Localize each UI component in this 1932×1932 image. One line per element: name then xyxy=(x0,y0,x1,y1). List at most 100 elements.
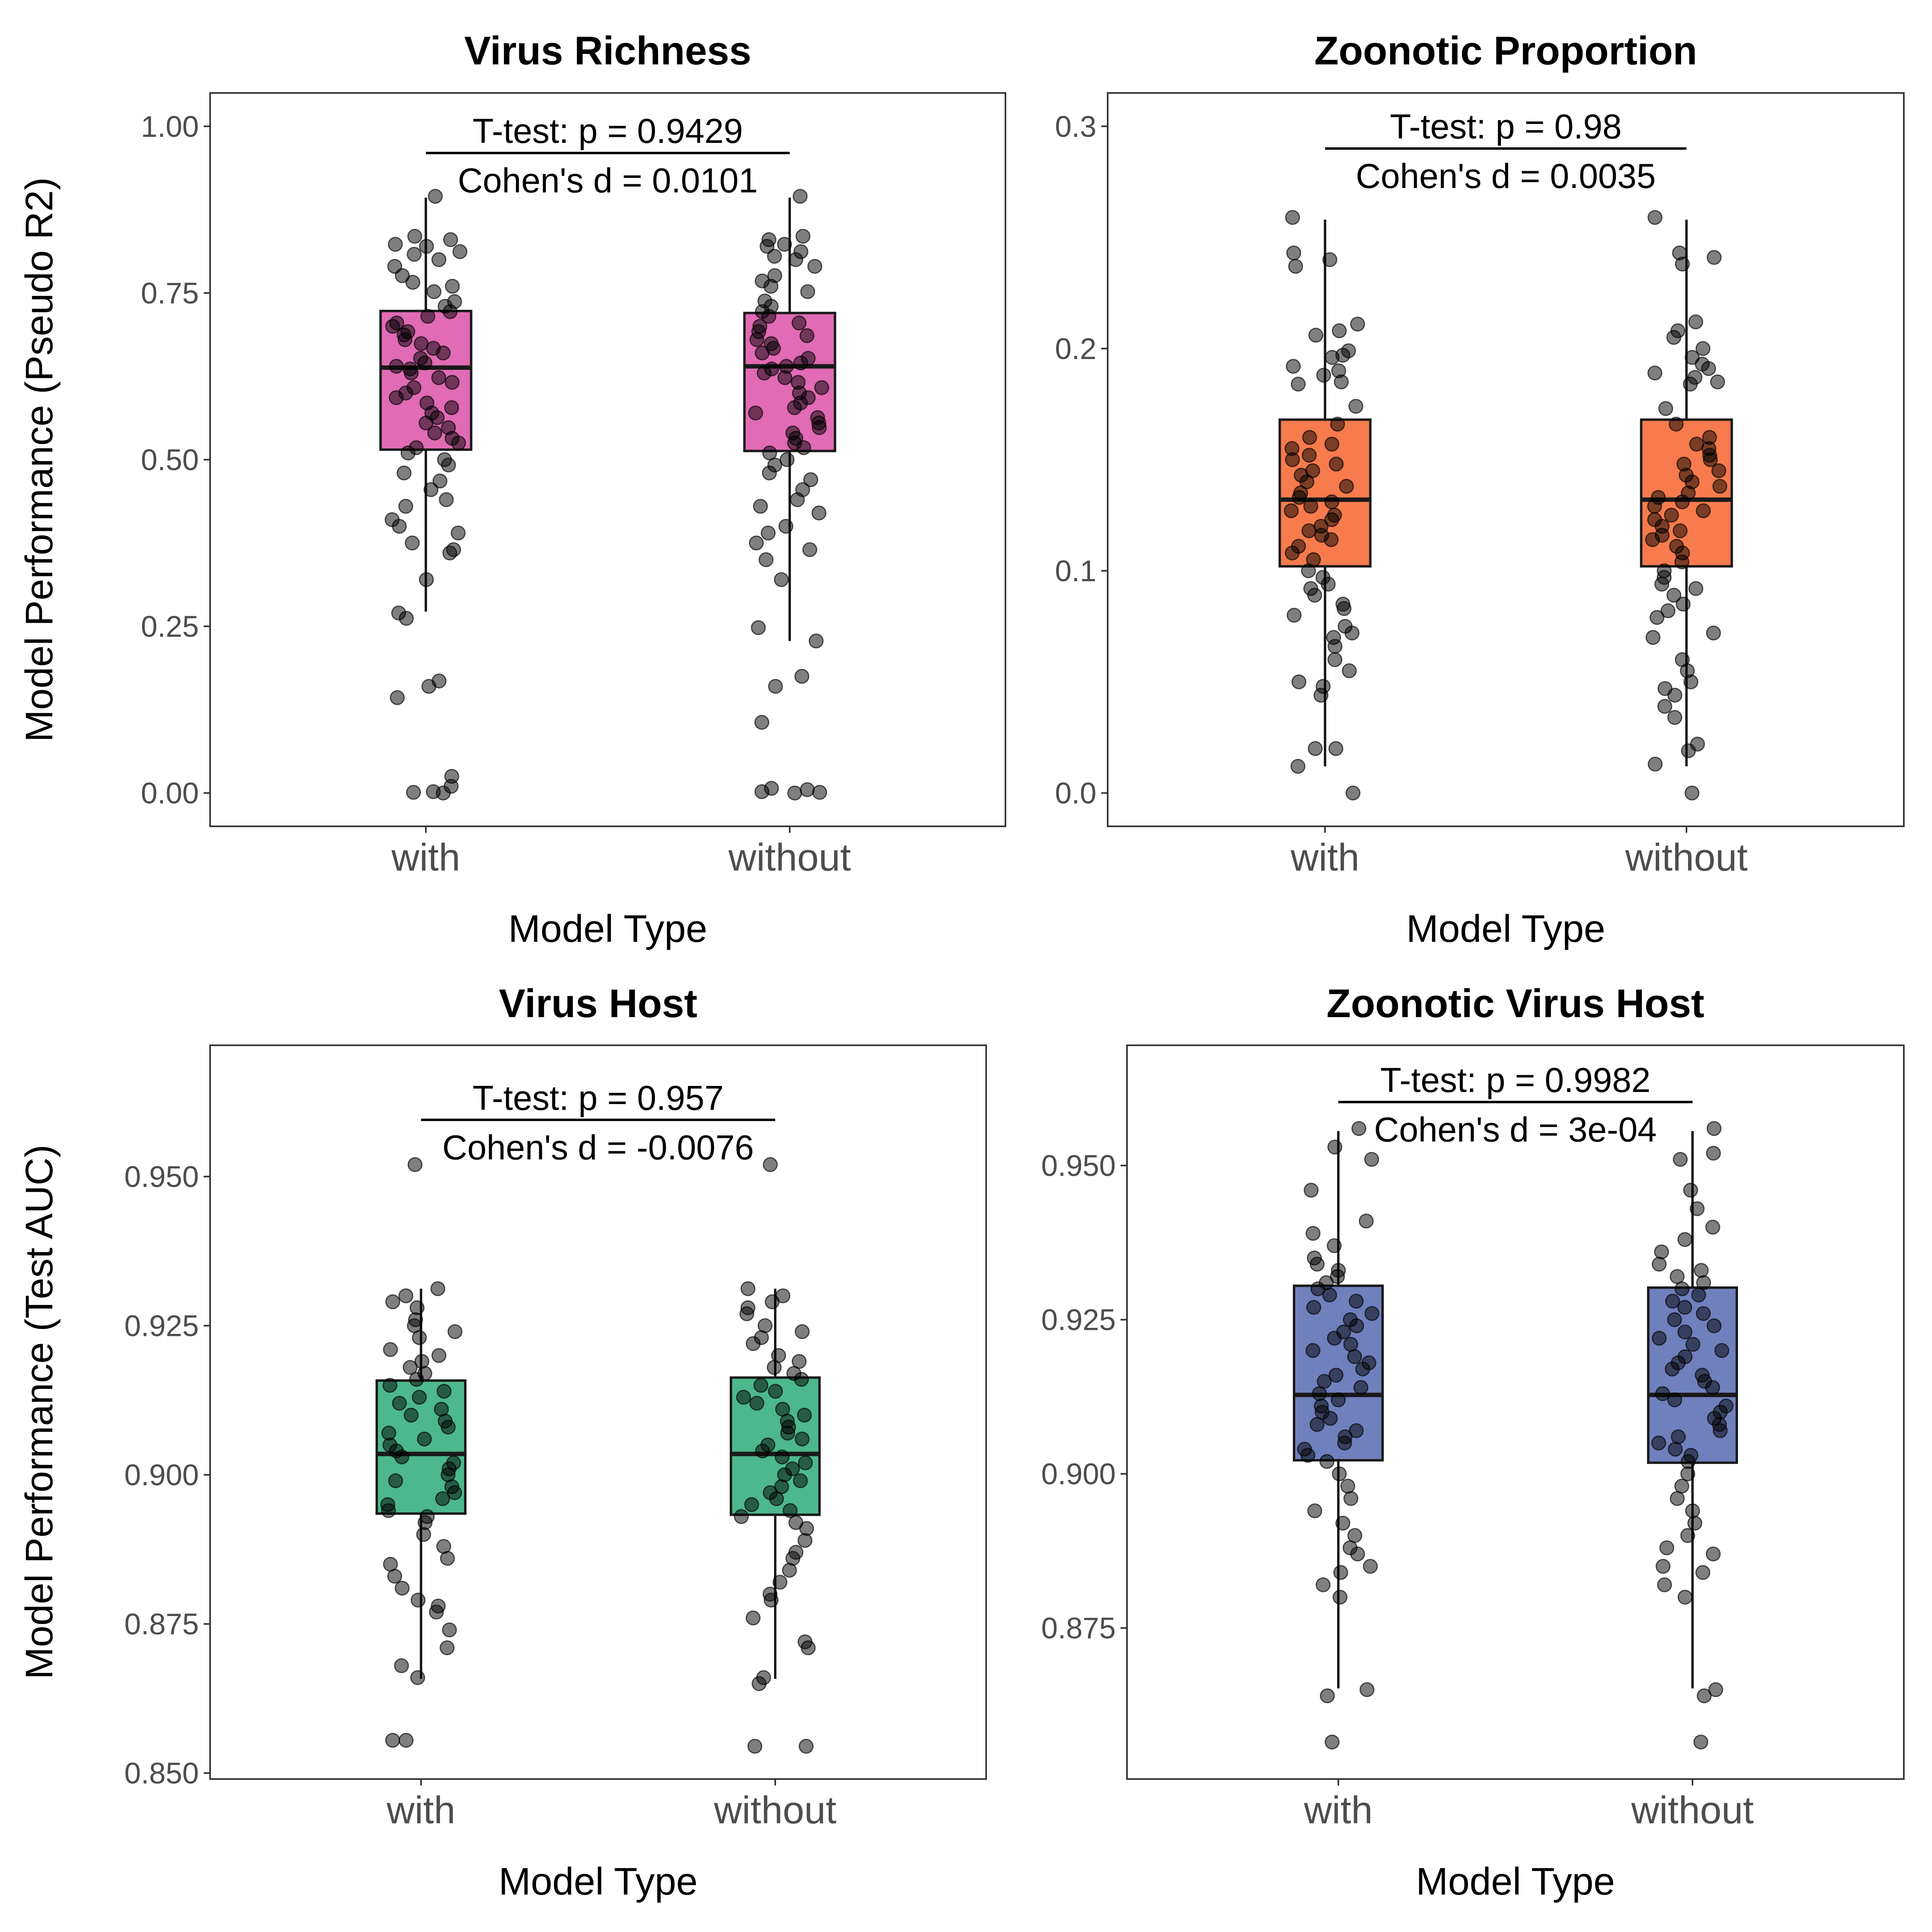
data-point xyxy=(1657,699,1672,714)
data-point xyxy=(745,1610,761,1626)
data-point xyxy=(1680,1454,1696,1469)
y-tick-label: 0.875 xyxy=(124,1608,199,1641)
points-without xyxy=(748,189,830,801)
data-point xyxy=(407,247,422,262)
data-point xyxy=(1343,1337,1358,1352)
points-with xyxy=(1284,210,1365,801)
data-point xyxy=(774,1449,790,1465)
data-point xyxy=(1305,1226,1321,1241)
data-point xyxy=(1707,1121,1721,1136)
data-point xyxy=(440,1640,455,1655)
x-axis-label: Model Type xyxy=(1416,1860,1615,1903)
data-point xyxy=(795,1431,810,1447)
data-point xyxy=(440,1551,455,1566)
data-point xyxy=(769,1491,784,1506)
data-point xyxy=(790,492,805,507)
data-point xyxy=(777,237,792,252)
data-point xyxy=(1333,374,1349,390)
data-point xyxy=(1332,1589,1348,1605)
ttest-annotation: T-test: p = 0.9429 Cohen's d = 0.0101 xyxy=(426,112,790,200)
data-point xyxy=(1288,259,1303,274)
y-tick-label: 0.00 xyxy=(141,776,199,810)
data-point xyxy=(1335,1515,1350,1531)
data-point xyxy=(1307,1503,1322,1519)
data-point xyxy=(444,375,460,390)
data-point xyxy=(799,1739,814,1754)
ttest-annotation: T-test: p = 0.98 Cohen's d = 0.0035 xyxy=(1325,107,1686,196)
data-point xyxy=(1325,1734,1340,1750)
data-point xyxy=(1688,314,1703,330)
data-point xyxy=(1687,1515,1703,1531)
y-tick-label: 0.850 xyxy=(124,1757,199,1790)
cohens-d: Cohen's d = 0.0035 xyxy=(1356,157,1656,196)
panel-title: Zoonotic Virus Host xyxy=(1327,981,1705,1026)
data-point xyxy=(782,1503,798,1518)
data-point xyxy=(1647,756,1663,772)
data-point xyxy=(1707,1318,1722,1333)
data-point xyxy=(1674,1478,1689,1494)
data-point xyxy=(1690,1201,1705,1216)
points-with xyxy=(380,1157,462,1748)
data-point xyxy=(1327,1331,1342,1346)
data-point xyxy=(1324,436,1340,452)
y-tick-label: 0.1 xyxy=(1055,554,1096,588)
data-point xyxy=(1309,1257,1325,1272)
data-point xyxy=(1359,1682,1375,1697)
data-point xyxy=(1665,1294,1680,1309)
x-axis-label: Model Type xyxy=(499,1860,698,1903)
data-point xyxy=(1685,1503,1700,1519)
data-point xyxy=(754,784,770,799)
data-point xyxy=(1353,1380,1368,1395)
ttest-pvalue: T-test: p = 0.957 xyxy=(473,1079,724,1117)
data-point xyxy=(1307,588,1322,603)
y-axis-label: Model Performance (Pseudo R2) xyxy=(18,177,61,742)
data-point xyxy=(811,506,827,520)
data-point xyxy=(1712,479,1728,494)
data-point xyxy=(417,1431,432,1447)
data-point xyxy=(407,1157,423,1172)
data-point xyxy=(800,782,815,797)
data-point xyxy=(768,1384,783,1399)
data-point xyxy=(389,359,404,374)
data-point xyxy=(404,1408,419,1423)
data-point xyxy=(385,1294,400,1309)
panel-3: Virus Host 0.850 0.875 0.900 0.925 0.950 with w… xyxy=(18,981,987,1903)
data-point xyxy=(1714,1343,1730,1358)
data-point xyxy=(1315,1577,1331,1592)
points-without xyxy=(1651,1121,1734,1750)
data-point xyxy=(447,1485,462,1501)
data-point xyxy=(798,1455,813,1470)
data-point xyxy=(740,1281,755,1296)
data-point xyxy=(1695,1565,1711,1580)
data-point xyxy=(428,189,443,204)
data-point xyxy=(1301,563,1316,578)
data-point xyxy=(1302,448,1317,463)
data-point xyxy=(794,669,809,684)
data-point xyxy=(807,259,822,274)
y-tick-label: 0.3 xyxy=(1055,110,1096,143)
data-point xyxy=(767,249,782,264)
data-point xyxy=(793,1473,808,1488)
data-point xyxy=(398,499,413,514)
data-point xyxy=(409,1372,424,1387)
data-point xyxy=(1332,323,1347,339)
data-point xyxy=(1330,417,1345,432)
data-point xyxy=(411,1592,426,1608)
x-tick-label: without xyxy=(728,836,851,879)
data-point xyxy=(793,189,808,204)
data-point xyxy=(1673,1152,1688,1167)
data-point xyxy=(1355,1361,1371,1377)
data-point xyxy=(387,1569,402,1584)
data-point xyxy=(1328,1368,1344,1383)
panel-title: Zoonotic Proportion xyxy=(1314,28,1697,73)
data-point xyxy=(421,679,437,694)
data-point xyxy=(441,457,456,473)
data-point xyxy=(412,1389,427,1405)
data-point xyxy=(1285,545,1300,561)
data-point xyxy=(814,380,830,395)
data-point xyxy=(760,239,775,254)
data-point xyxy=(800,284,815,299)
panel-title: Virus Host xyxy=(499,981,697,1026)
data-point xyxy=(388,237,403,252)
data-point xyxy=(791,315,807,330)
